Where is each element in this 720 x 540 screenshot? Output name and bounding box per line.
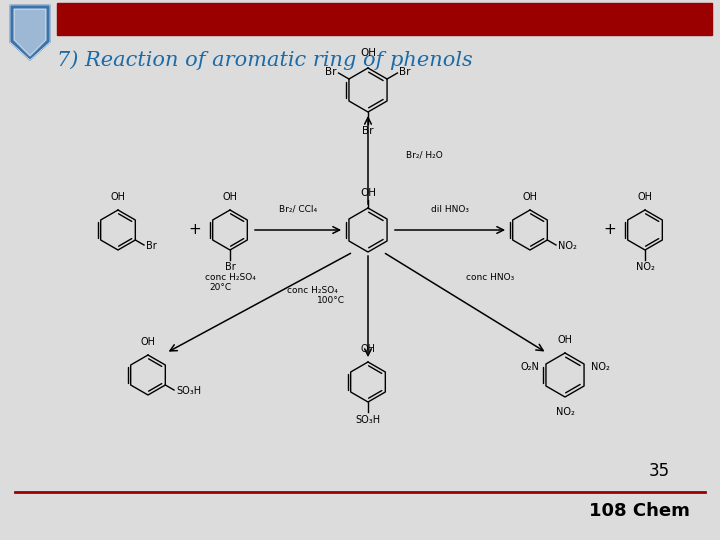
Text: Br₂/ H₂O: Br₂/ H₂O: [406, 151, 443, 159]
Text: 100°C: 100°C: [317, 296, 345, 305]
Text: Br: Br: [325, 67, 337, 77]
Text: NO₂: NO₂: [558, 241, 577, 251]
Text: 20°C: 20°C: [209, 283, 231, 292]
Text: conc H₂SO₄: conc H₂SO₄: [287, 286, 338, 295]
Text: OH: OH: [557, 335, 572, 345]
Text: NO₂: NO₂: [556, 407, 575, 417]
Text: OH: OH: [360, 188, 376, 198]
Text: OH: OH: [110, 192, 125, 202]
Text: 7) Reaction of aromatic ring of phenols: 7) Reaction of aromatic ring of phenols: [57, 50, 473, 70]
Text: NO₂: NO₂: [636, 262, 654, 272]
Text: conc H₂SO₄: conc H₂SO₄: [204, 273, 256, 282]
Bar: [57, 3, 712, 35]
Text: OH: OH: [523, 192, 538, 202]
Text: Br: Br: [399, 67, 410, 77]
Text: dil HNO₃: dil HNO₃: [431, 205, 469, 214]
Text: SO₃H: SO₃H: [176, 387, 202, 396]
Text: OH: OH: [222, 192, 238, 202]
Text: OH: OH: [360, 48, 376, 58]
Text: 108 Chem: 108 Chem: [589, 502, 690, 520]
Text: SO₃H: SO₃H: [356, 415, 381, 425]
Polygon shape: [14, 9, 46, 56]
Text: O₂N: O₂N: [520, 362, 539, 372]
Text: OH: OH: [637, 192, 652, 202]
Text: Br: Br: [225, 262, 235, 272]
Text: Br: Br: [362, 126, 374, 136]
Text: +: +: [603, 222, 616, 238]
Text: OH: OH: [361, 344, 376, 354]
Text: Br: Br: [145, 241, 156, 251]
Text: OH: OH: [140, 337, 156, 347]
Text: conc HNO₃: conc HNO₃: [466, 273, 514, 282]
Polygon shape: [10, 5, 50, 60]
Text: Br₂/ CCl₄: Br₂/ CCl₄: [279, 205, 317, 214]
Text: NO₂: NO₂: [591, 362, 610, 372]
Text: 35: 35: [649, 462, 670, 480]
Text: +: +: [189, 222, 202, 238]
